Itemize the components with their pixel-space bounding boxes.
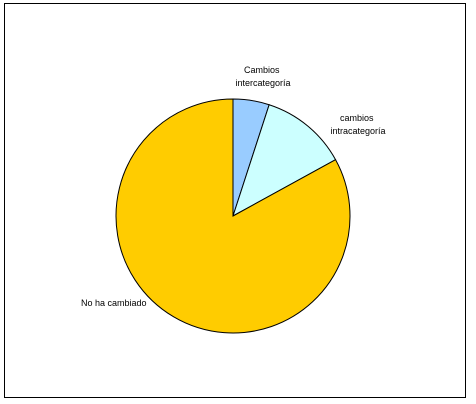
slice-no-ha-cambiado: [115, 98, 351, 334]
slice-intracategoria: [232, 104, 337, 218]
pie-labels: Cambios intercategoría cambios intracate…: [81, 65, 386, 308]
pie-slices: [115, 98, 351, 334]
label-intracategoria: cambios intracategoría: [330, 113, 385, 136]
label-intercategoria: Cambios intercategoría: [235, 65, 290, 88]
label-no-ha-cambiado: No ha cambiado: [81, 298, 147, 308]
